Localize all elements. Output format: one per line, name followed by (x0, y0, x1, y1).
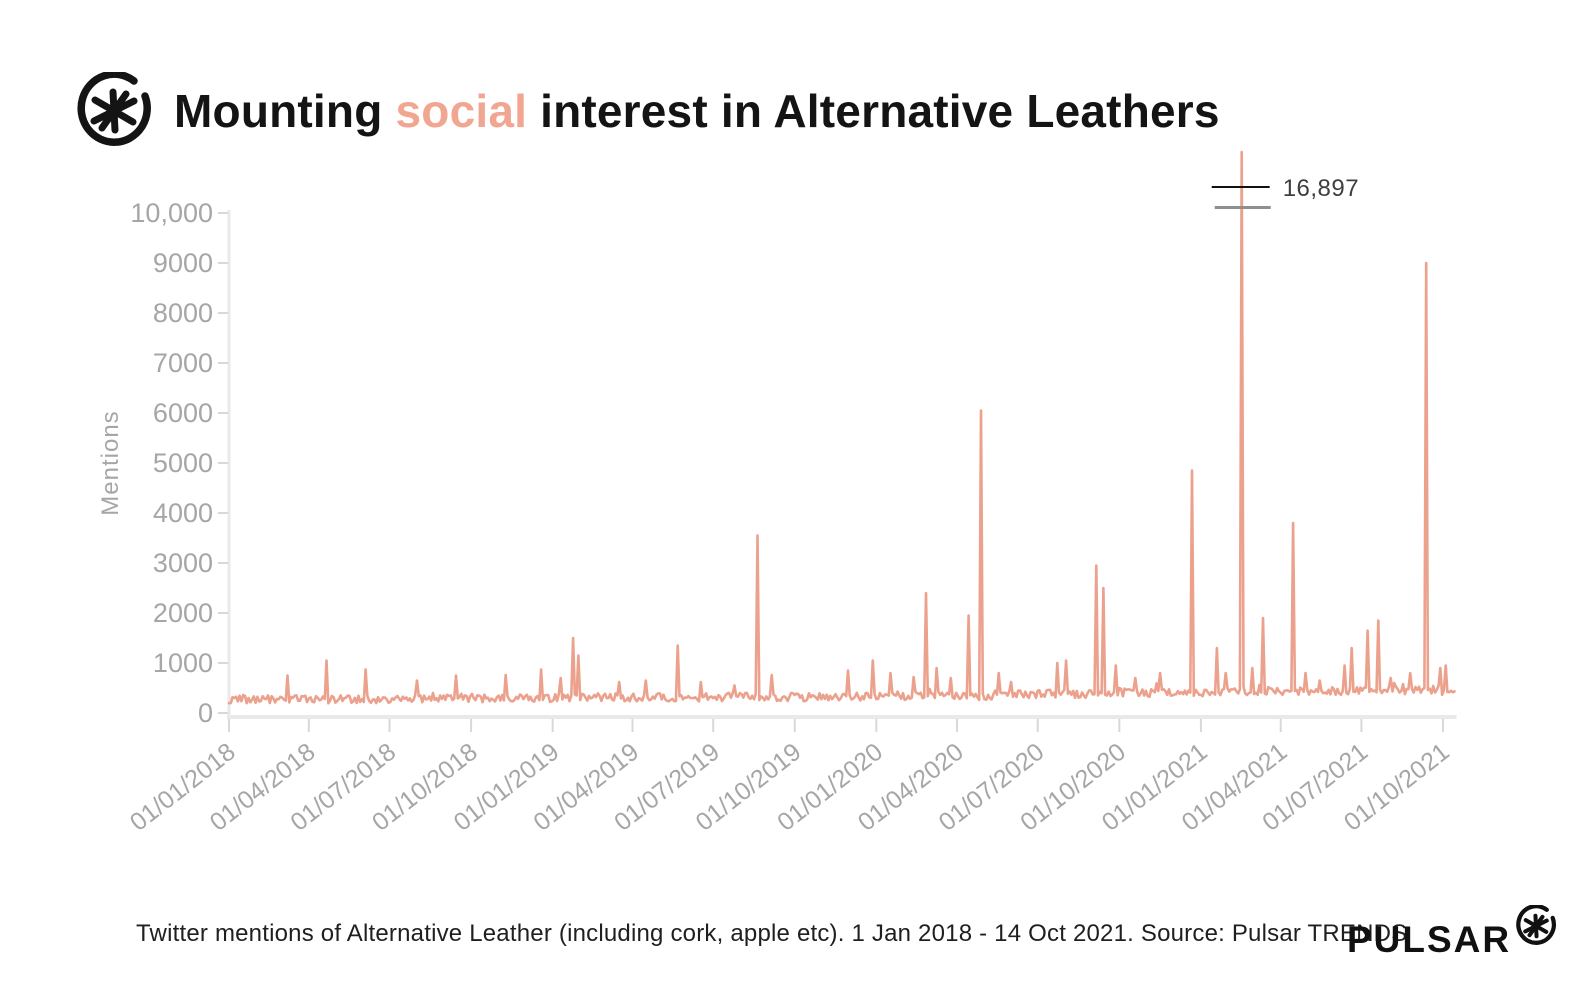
y-tick-label: 1000 (153, 648, 213, 678)
y-tick-label: 3000 (153, 548, 213, 578)
pulsar-logo-icon (77, 72, 151, 146)
y-tick-label: 10,000 (130, 198, 213, 228)
title-highlight: social (395, 85, 528, 137)
pulsar-logo-icon-small (1516, 905, 1557, 945)
annotation-value-label: 16,897 (1283, 175, 1359, 202)
y-axis-title: Mentions (97, 410, 124, 515)
chart-caption: Twitter mentions of Alternative Leather … (136, 920, 1408, 947)
title-part2: interest in Alternative Leathers (527, 85, 1220, 137)
title-part1: Mounting (174, 85, 396, 137)
y-tick-label: 5000 (153, 448, 213, 478)
brand-footer: PULSAR (1347, 905, 1557, 960)
y-tick-label: 0 (198, 698, 213, 728)
y-tick-label: 2000 (153, 598, 213, 628)
page-title: Mounting social interest in Alternative … (174, 84, 1220, 138)
pulsar-wordmark: PULSAR (1347, 919, 1512, 960)
header: Mounting social interest in Alternative … (76, 72, 1220, 150)
y-tick-label: 7000 (153, 348, 213, 378)
y-tick-label: 9000 (153, 248, 213, 278)
y-tick-label: 6000 (153, 398, 213, 428)
y-tick-label: 8000 (153, 298, 213, 328)
mentions-series-line (227, 150, 1456, 705)
y-tick-label: 4000 (153, 498, 213, 528)
